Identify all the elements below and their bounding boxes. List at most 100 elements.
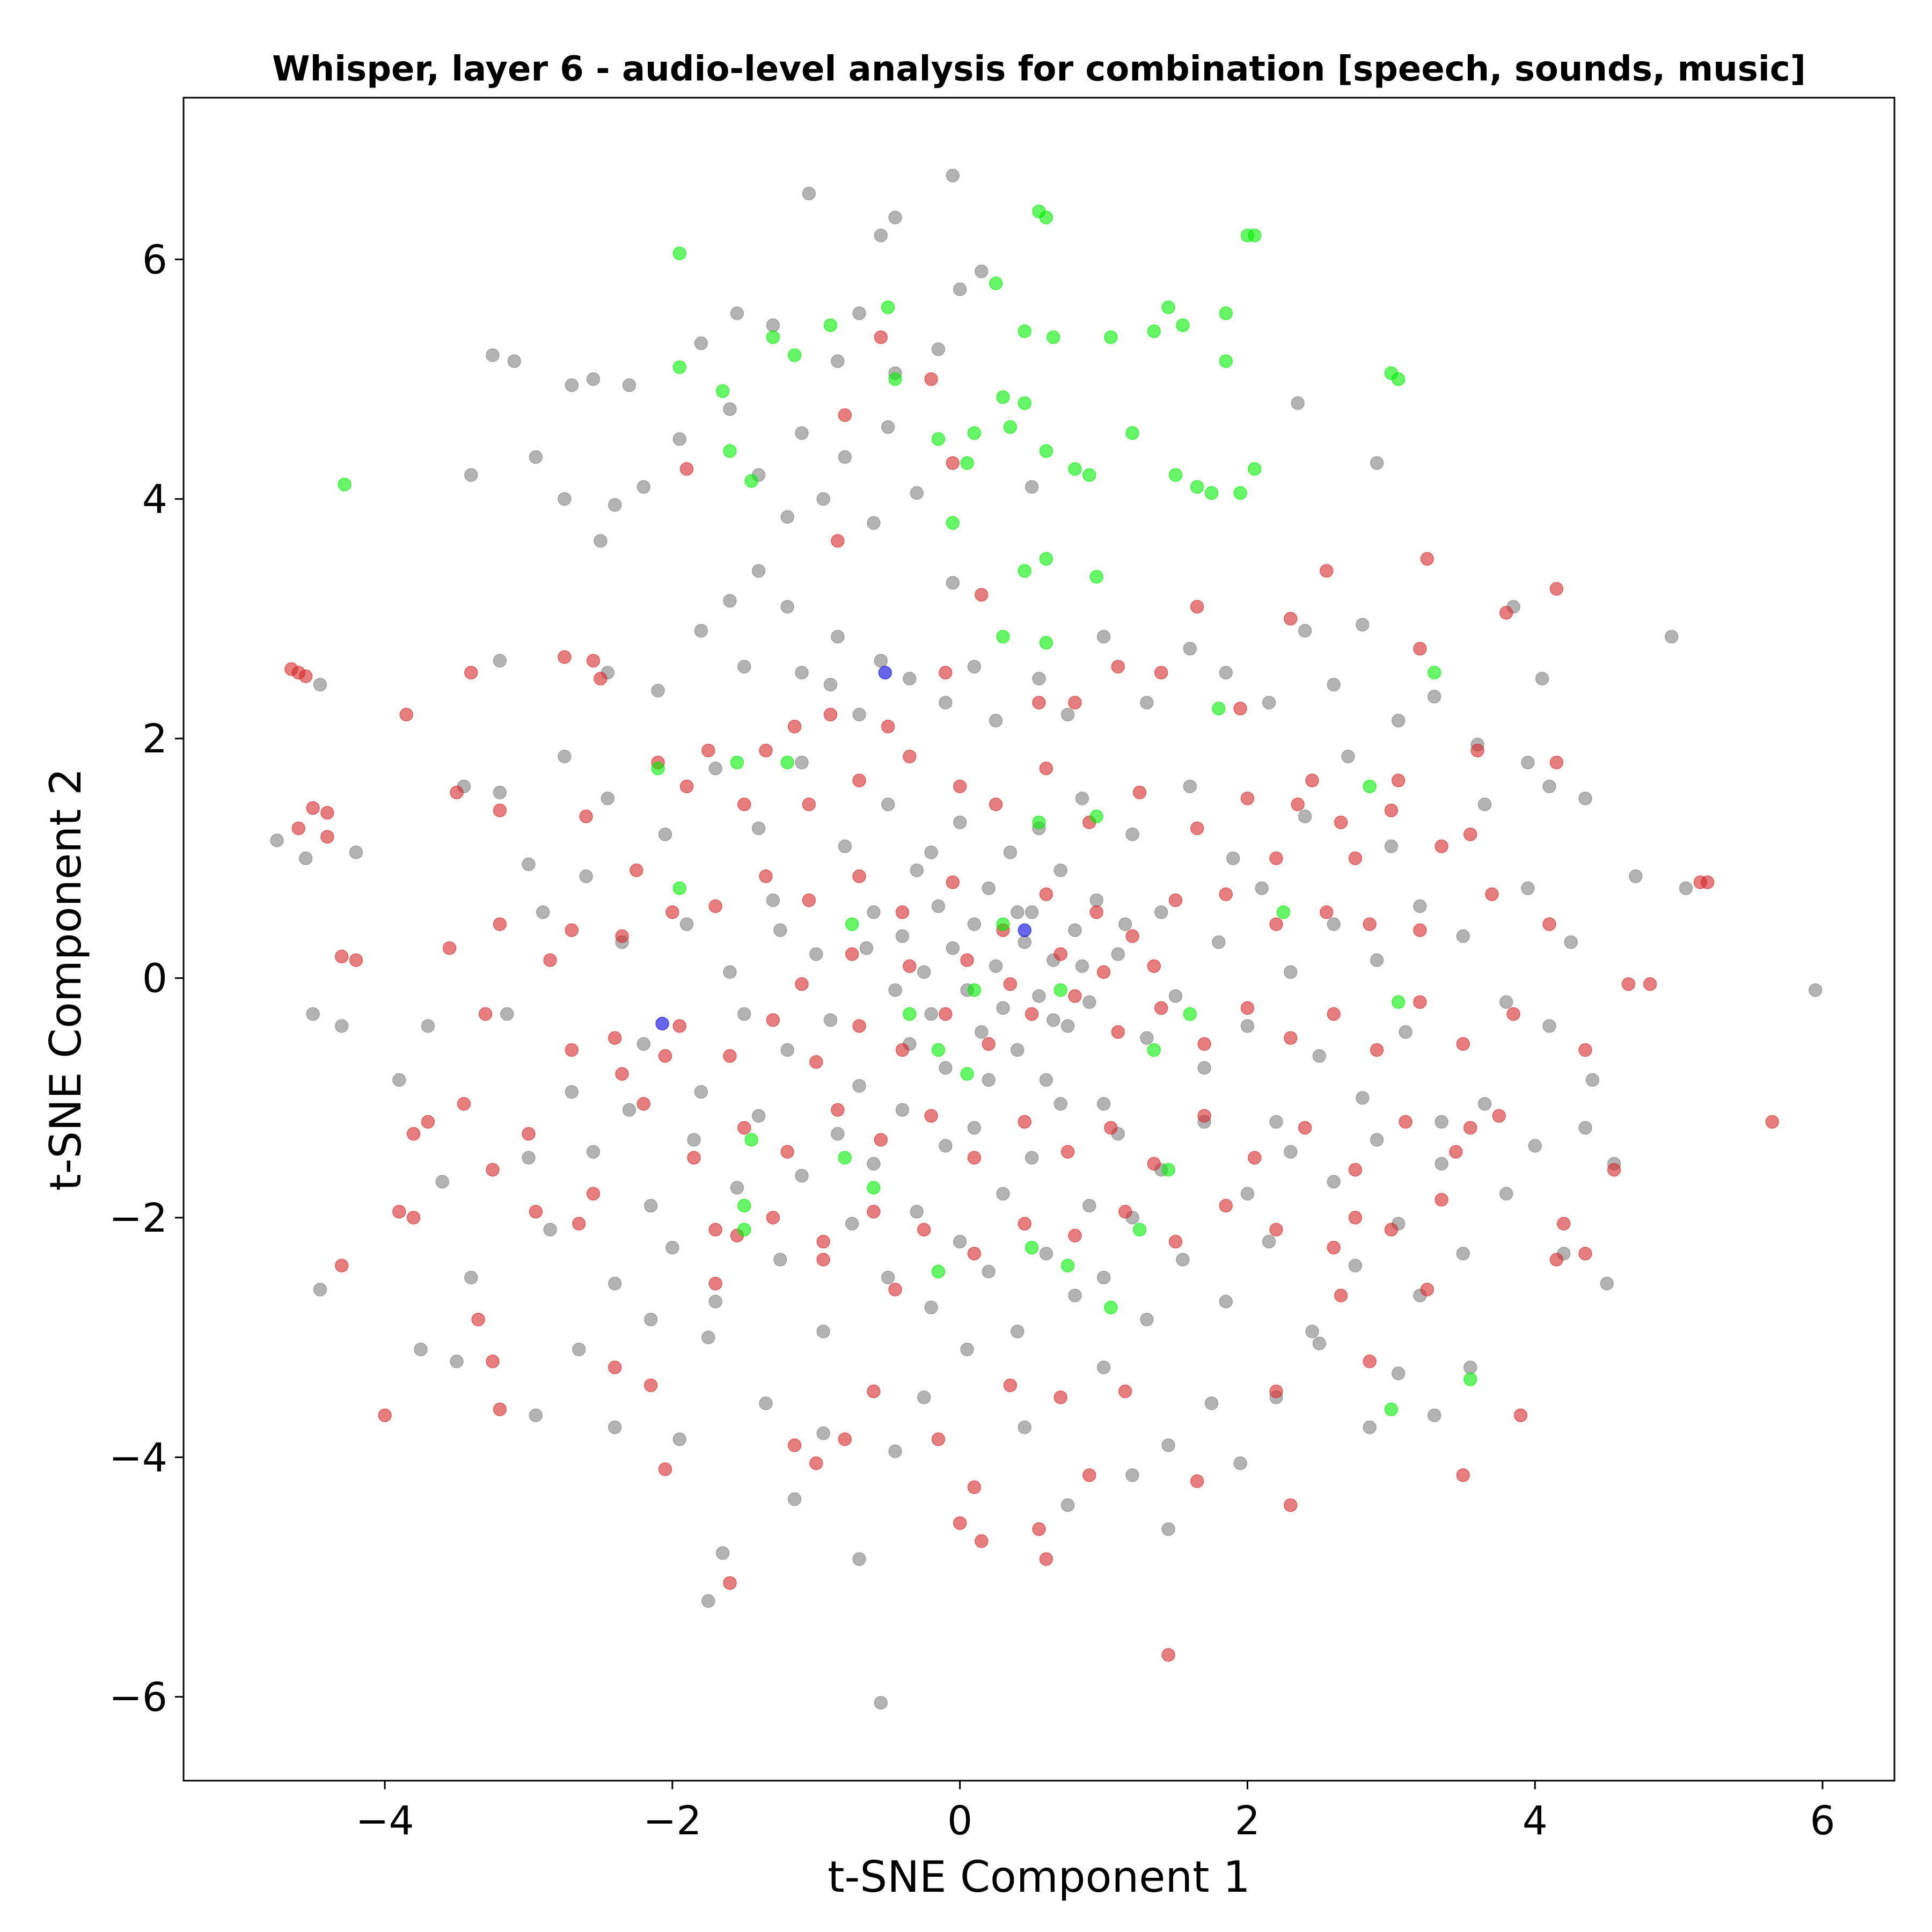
scatter-point bbox=[1391, 372, 1406, 386]
scatter-point bbox=[615, 929, 629, 943]
scatter-point bbox=[1485, 887, 1499, 902]
scatter-point bbox=[493, 1402, 507, 1416]
scatter-point bbox=[1456, 1247, 1470, 1261]
scatter-point bbox=[888, 1444, 902, 1458]
y-axis-label: t-SNE Component 2 bbox=[41, 768, 91, 1191]
scatter-point bbox=[809, 1055, 823, 1069]
scatter-point bbox=[1363, 917, 1377, 931]
scatter-point bbox=[960, 456, 974, 470]
y-tick-label: 0 bbox=[142, 956, 167, 1002]
scatter-point bbox=[1039, 1247, 1053, 1261]
scatter-point bbox=[1060, 707, 1075, 722]
scatter-point bbox=[1039, 210, 1053, 224]
scatter-point bbox=[1399, 1025, 1413, 1039]
scatter-point bbox=[982, 1073, 996, 1087]
scatter-point bbox=[679, 779, 694, 794]
scatter-point bbox=[1427, 665, 1441, 680]
scatter-point bbox=[636, 480, 651, 494]
scatter-point bbox=[1320, 564, 1334, 578]
scatter-point bbox=[1629, 869, 1643, 883]
scatter-point bbox=[1032, 1522, 1046, 1536]
scatter-point bbox=[1024, 905, 1039, 919]
scatter-point bbox=[996, 630, 1010, 644]
scatter-point bbox=[1499, 606, 1513, 620]
scatter-point bbox=[787, 720, 802, 734]
scatter-point bbox=[759, 743, 773, 758]
scatter-point bbox=[1298, 1121, 1312, 1135]
scatter-point bbox=[486, 1162, 500, 1177]
scatter-point bbox=[1053, 947, 1067, 961]
scatter-point bbox=[1089, 809, 1103, 823]
scatter-point bbox=[975, 1025, 989, 1039]
scatter-point bbox=[1011, 1324, 1024, 1338]
scatter-point bbox=[1089, 893, 1103, 908]
scatter-point bbox=[816, 1426, 830, 1440]
scatter-point bbox=[1011, 905, 1024, 919]
scatter-point bbox=[1370, 1133, 1384, 1147]
scatter-point bbox=[1578, 1247, 1592, 1261]
scatter-point bbox=[579, 869, 593, 883]
scatter-point bbox=[536, 905, 550, 919]
scatter-point bbox=[1621, 977, 1636, 991]
scatter-point bbox=[1190, 480, 1204, 494]
scatter-point bbox=[493, 654, 507, 668]
scatter-point bbox=[888, 210, 902, 224]
scatter-point bbox=[1269, 917, 1283, 931]
y-tick-label: 4 bbox=[142, 477, 167, 523]
plot-frame bbox=[182, 97, 1896, 1782]
scatter-point bbox=[313, 1283, 327, 1297]
scatter-point bbox=[1808, 983, 1823, 997]
scatter-point bbox=[1039, 635, 1053, 650]
scatter-point bbox=[852, 707, 866, 722]
scatter-point bbox=[522, 1151, 536, 1165]
scatter-point bbox=[1075, 791, 1089, 806]
scatter-point bbox=[867, 1181, 881, 1195]
scatter-point bbox=[852, 773, 866, 788]
scatter-point bbox=[1111, 947, 1125, 961]
scatter-point bbox=[816, 492, 830, 506]
scatter-point bbox=[291, 821, 306, 836]
scatter-point bbox=[1327, 677, 1341, 692]
scatter-point bbox=[1161, 1438, 1175, 1452]
scatter-point bbox=[744, 1133, 758, 1147]
scatter-point bbox=[723, 594, 737, 608]
scatter-point bbox=[665, 905, 679, 919]
scatter-point bbox=[1413, 641, 1427, 656]
scatter-point bbox=[651, 762, 665, 775]
scatter-point bbox=[1276, 905, 1291, 919]
scatter-point bbox=[967, 1121, 982, 1135]
scatter-point bbox=[1420, 552, 1435, 566]
scatter-point bbox=[1240, 791, 1255, 806]
scatter-point bbox=[1032, 671, 1046, 686]
scatter-point bbox=[1183, 641, 1197, 656]
scatter-point bbox=[435, 1175, 449, 1189]
scatter-point bbox=[1269, 851, 1283, 866]
scatter-point bbox=[687, 1133, 701, 1147]
scatter-point bbox=[1233, 486, 1247, 500]
scatter-point bbox=[946, 875, 960, 889]
scatter-point bbox=[1190, 821, 1204, 836]
scatter-point bbox=[701, 1594, 715, 1608]
scatter-point bbox=[1585, 1073, 1600, 1087]
scatter-point bbox=[766, 330, 780, 345]
scatter-point bbox=[1039, 552, 1053, 566]
scatter-point bbox=[306, 1007, 320, 1021]
scatter-point bbox=[924, 1300, 938, 1315]
scatter-point bbox=[643, 1198, 658, 1213]
scatter-point bbox=[1197, 1109, 1211, 1123]
scatter-point bbox=[694, 336, 708, 350]
scatter-point bbox=[1032, 989, 1046, 1003]
scatter-point bbox=[975, 264, 989, 279]
scatter-point bbox=[1334, 1289, 1348, 1302]
scatter-point bbox=[486, 348, 500, 362]
scatter-point bbox=[1060, 1258, 1075, 1272]
scatter-point bbox=[737, 1223, 751, 1237]
scatter-point bbox=[1298, 624, 1312, 638]
scatter-point bbox=[1118, 917, 1132, 931]
scatter-point bbox=[1499, 995, 1513, 1009]
scatter-point bbox=[1435, 1115, 1448, 1129]
scatter-point bbox=[1262, 696, 1276, 709]
scatter-point bbox=[831, 1103, 845, 1117]
scatter-point bbox=[946, 169, 960, 182]
scatter-point bbox=[1391, 713, 1406, 728]
